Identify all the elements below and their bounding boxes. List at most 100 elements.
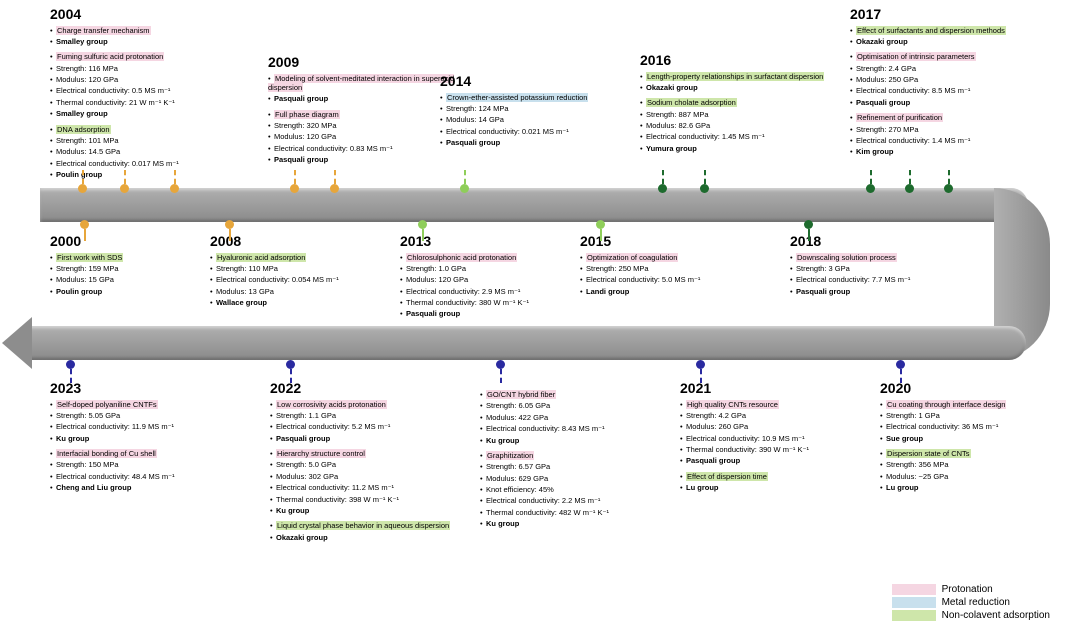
year-label: 2014 xyxy=(440,73,640,91)
entry-line: Electrical conductivity: 11.2 MS m⁻¹ xyxy=(276,483,394,492)
entry-title: Crown-ether-assisted potassium reduction xyxy=(446,93,588,102)
connector xyxy=(82,170,84,184)
entry-2017: 2017•Effect of surfactants and dispersio… xyxy=(850,6,1050,163)
entry-line: Modulus: 250 GPa xyxy=(856,75,918,84)
entry-line: Electrical conductivity: 8.5 MS m⁻¹ xyxy=(856,86,970,95)
entry-line: Strength: 320 MPa xyxy=(274,121,337,130)
entry-group: Poulin group xyxy=(56,170,102,179)
entry-title: High quality CNTs resource xyxy=(686,400,779,409)
milestone-dot xyxy=(80,220,89,229)
entry-title: Sodium cholate adsorption xyxy=(646,98,737,107)
entry-line: Electrical conductivity: 7.7 MS m⁻¹ xyxy=(796,275,910,284)
entry-2018: 2018•Downscaling solution process•Streng… xyxy=(790,233,990,302)
entry-title: Optimization of coagulation xyxy=(586,253,678,262)
connector xyxy=(84,229,86,241)
entry-line: Electrical conductivity: 0.054 MS m⁻¹ xyxy=(216,275,339,284)
entry-title: Hyaluronic acid adsorption xyxy=(216,253,306,262)
year-label: 2004 xyxy=(50,6,250,24)
entry-line: Modulus: 82.6 GPa xyxy=(646,121,710,130)
milestone-dot xyxy=(66,360,75,369)
entry-group: Ku group xyxy=(486,436,519,445)
entry-line: Electrical conductivity: 1.4 MS m⁻¹ xyxy=(856,136,970,145)
entry-title: Liquid crystal phase behavior in aqueous… xyxy=(276,521,450,530)
milestone-dot xyxy=(78,184,87,193)
milestone-dot xyxy=(496,360,505,369)
entry-line: Electrical conductivity: 48.4 MS m⁻¹ xyxy=(56,472,175,481)
entry-line: Strength: 5.05 GPa xyxy=(56,411,120,420)
entry-title: Refinement of purification xyxy=(856,113,943,122)
entry-line: Strength: 356 MPa xyxy=(886,460,949,469)
entry-line: Electrical conductivity: 36 MS m⁻¹ xyxy=(886,422,998,431)
entry-line: Modulus: 120 GPa xyxy=(406,275,468,284)
entry-line: Modulus: 120 GPa xyxy=(56,75,118,84)
entry-group: Kim group xyxy=(856,147,894,156)
entry-2008: 2008•Hyaluronic acid adsorption•Strength… xyxy=(210,233,410,313)
connector xyxy=(500,369,502,383)
milestone-dot xyxy=(658,184,667,193)
milestone-dot xyxy=(225,220,234,229)
milestone-dot xyxy=(330,184,339,193)
connector xyxy=(870,170,872,184)
entry-2013: 2013•Chlorosulphonic acid protonation•St… xyxy=(400,233,600,325)
entry-title: Length-property relationships in surfact… xyxy=(646,72,824,81)
entry-title: Optimisation of intrinsic parameters xyxy=(856,52,976,61)
year-label: 2013 xyxy=(400,233,600,251)
connector xyxy=(174,170,176,184)
connector xyxy=(334,170,336,184)
entry-group: Poulin group xyxy=(56,287,102,296)
year-label: 2021 xyxy=(680,380,880,398)
entry-line: Modulus: 15 GPa xyxy=(56,275,114,284)
entry-line: Thermal conductivity: 482 W m⁻¹ K⁻¹ xyxy=(486,508,609,517)
entry-group: Landi group xyxy=(586,287,629,296)
entry-2014: 2014•Crown-ether-assisted potassium redu… xyxy=(440,73,640,153)
entry-2015: 2015•Optimization of coagulation•Strengt… xyxy=(580,233,780,302)
entry-line: Strength: 6.57 GPa xyxy=(486,462,550,471)
entry-title: Effect of dispersion time xyxy=(686,472,768,481)
milestone-dot xyxy=(170,184,179,193)
entry-2021: 2021•High quality CNTs resource•Strength… xyxy=(680,380,880,499)
legend: Protonation Metal reduction Non-colavent… xyxy=(892,582,1050,621)
entry-line: Strength: 4.2 GPa xyxy=(686,411,746,420)
entry-title: Downscaling solution process xyxy=(796,253,897,262)
year-label: 2018 xyxy=(790,233,990,251)
entry-line: Strength: 1.0 GPa xyxy=(406,264,466,273)
connector xyxy=(704,170,706,184)
entry-group: Pasquali group xyxy=(276,434,330,443)
entry-title: Graphitization xyxy=(486,451,534,460)
entry-group: Okazaki group xyxy=(276,533,328,542)
entry-line: Thermal conductivity: 390 W m⁻¹ K⁻¹ xyxy=(686,445,809,454)
entry-title: First work with SDS xyxy=(56,253,123,262)
connector xyxy=(900,369,902,383)
entry-line: Strength: 270 MPa xyxy=(856,125,919,134)
year-label: 2022 xyxy=(270,380,470,398)
entry-group: Ku group xyxy=(276,506,309,515)
legend-label-nca: Non-colavent adsorption xyxy=(942,610,1050,621)
entry-group: Pasquali group xyxy=(686,456,740,465)
entry-title: Low corrosivity acids protonation xyxy=(276,400,387,409)
entry-title: Fuming sulfuric acid protonation xyxy=(56,52,164,61)
entry-2016: 2016•Length-property relationships in su… xyxy=(640,52,840,159)
entry-line: Strength: 887 MPa xyxy=(646,110,709,119)
connector xyxy=(229,229,231,241)
year-label: 2020 xyxy=(880,380,1080,398)
entry-title: Self-doped polyaniline CNTFs xyxy=(56,400,158,409)
entry-line: Strength: 1.1 GPa xyxy=(276,411,336,420)
legend-swatch-metal xyxy=(892,597,936,608)
entry-title: Effect of surfactants and dispersion met… xyxy=(856,26,1006,35)
entry-line: Strength: 159 MPa xyxy=(56,264,119,273)
entry-group: Wallace group xyxy=(216,298,267,307)
legend-label-metal: Metal reduction xyxy=(942,597,1010,608)
entry-line: Strength: 2.4 GPa xyxy=(856,64,916,73)
entry-2023: 2023•Self-doped polyaniline CNTFs•Streng… xyxy=(50,380,250,499)
entry-title: Cu coating through interface design xyxy=(886,400,1006,409)
connector xyxy=(290,369,292,383)
entry-group: Pasquali group xyxy=(856,98,910,107)
entry-group: Yumura group xyxy=(646,144,697,153)
connector xyxy=(294,170,296,184)
connector xyxy=(909,170,911,184)
entry-group: Smalley group xyxy=(56,37,108,46)
milestone-dot xyxy=(866,184,875,193)
entry-line: Electrical conductivity: 2.9 MS m⁻¹ xyxy=(406,287,520,296)
milestone-dot xyxy=(696,360,705,369)
entry-line: Modulus: 14.5 GPa xyxy=(56,147,120,156)
